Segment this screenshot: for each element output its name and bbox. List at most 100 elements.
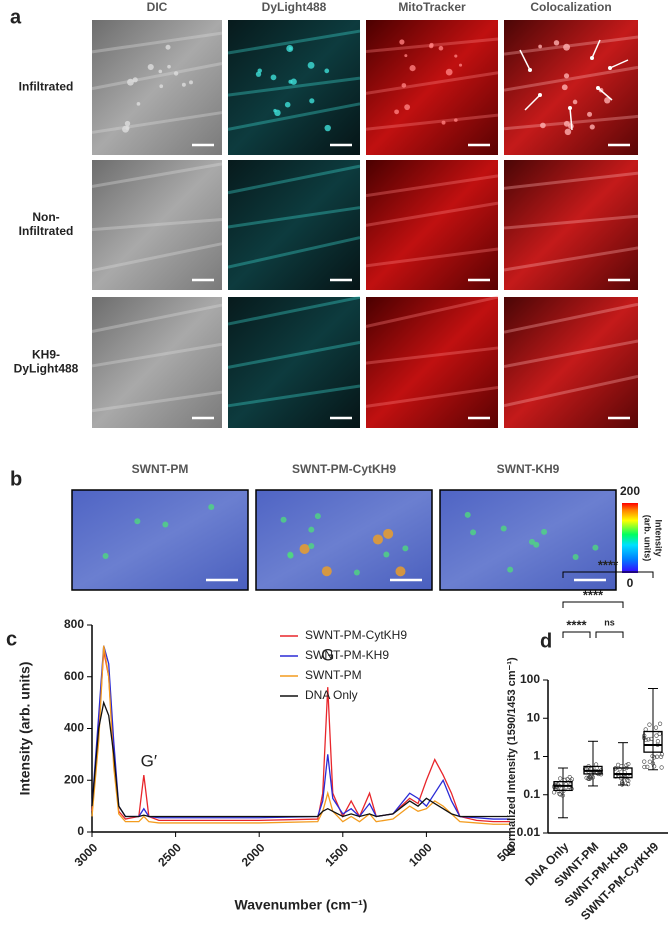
cell-wall (227, 76, 361, 97)
panel-label: a (10, 6, 22, 28)
speck (553, 40, 560, 46)
speck (290, 78, 297, 85)
x-tick-label: 1000 (406, 840, 435, 869)
arrow-head (590, 56, 594, 60)
cell-wall (503, 339, 639, 369)
speck (538, 44, 543, 49)
hotspot (208, 504, 215, 511)
arrow-head (528, 68, 532, 72)
cell-wall (503, 214, 639, 230)
jitter-point (590, 775, 596, 780)
jitter-point (658, 754, 664, 759)
jitter-point (589, 775, 594, 780)
speck (401, 83, 407, 88)
arrow (591, 39, 601, 59)
arrow (519, 49, 531, 71)
jitter-point (654, 733, 659, 738)
legend-label: SWNT-PM-KH9 (305, 648, 389, 662)
hotspot (280, 516, 287, 523)
hotspot (507, 566, 514, 573)
speck (540, 122, 546, 129)
arrow (609, 59, 629, 69)
micrograph (504, 297, 638, 428)
speck (324, 68, 330, 74)
x-tick-label: 1500 (322, 840, 351, 869)
micrograph (92, 160, 222, 290)
speck (147, 63, 154, 71)
jitter-point (649, 736, 654, 742)
micrograph (366, 297, 498, 428)
cell-wall (365, 385, 499, 408)
speck (409, 65, 416, 72)
raman-map (71, 489, 249, 591)
y-tick-label: 0.1 (523, 787, 540, 801)
cell-wall (503, 302, 639, 334)
jitter-point (647, 759, 652, 764)
jitter-point (643, 727, 648, 732)
micrograph (228, 297, 360, 428)
jitter-point (652, 764, 657, 769)
cell-wall (365, 113, 499, 131)
cell-wall (503, 171, 639, 190)
speck (307, 61, 315, 69)
cell-wall (91, 162, 223, 188)
significance-label: **** (583, 587, 604, 602)
jitter-point (565, 777, 570, 782)
hotspot (470, 529, 477, 536)
speck (454, 118, 458, 122)
jitter-point (619, 780, 625, 785)
speck (572, 99, 578, 105)
micrograph (504, 160, 638, 290)
y-tick-label: 400 (64, 721, 84, 735)
micrograph (92, 20, 222, 155)
column-header: Colocalization (530, 0, 611, 14)
speck (399, 39, 405, 45)
column-header: SWNT-PM (132, 462, 189, 476)
micrograph (228, 160, 360, 290)
hotspot (162, 521, 169, 528)
speck (284, 101, 291, 108)
legend-label: SWNT-PM-CytKH9 (305, 628, 407, 642)
hotspot (572, 554, 579, 561)
jitter-point (645, 764, 650, 769)
speck (561, 84, 568, 91)
speck (589, 124, 595, 130)
y-axis-label: Intensity (arb. units) (17, 662, 33, 796)
speck (136, 102, 141, 106)
cell-wall (365, 201, 499, 227)
hotspot (308, 542, 315, 549)
cell-wall (227, 102, 361, 131)
arrow-head (596, 86, 600, 90)
jitter-point (644, 737, 649, 743)
column-header: DIC (147, 0, 168, 14)
arrow (597, 87, 613, 101)
row-label: Infiltrated (19, 80, 74, 94)
speck (189, 80, 193, 85)
speck (404, 54, 408, 58)
colorbar-min: 0 (627, 576, 634, 590)
y-tick-label: 0 (77, 824, 84, 838)
jitter-point (557, 791, 562, 796)
spectrum-line (91, 700, 510, 818)
arrow (569, 107, 573, 131)
legend-label: SWNT-PM (305, 668, 362, 682)
cell-wall (365, 71, 499, 95)
speck (441, 120, 446, 125)
cell-wall (227, 384, 361, 408)
jitter-point (567, 774, 572, 780)
jitter-point (654, 754, 660, 759)
speck (159, 84, 164, 89)
speck (132, 77, 138, 83)
micrograph (366, 160, 498, 290)
jitter-point (642, 759, 647, 764)
micrograph (366, 20, 498, 155)
cell-wall (91, 62, 223, 91)
significance-label: ns (604, 617, 615, 627)
spectrum-line (91, 645, 510, 825)
cell-wall (365, 295, 499, 328)
column-header: SWNT-PM-CytKH9 (292, 462, 396, 476)
speck (563, 120, 570, 127)
speck (158, 69, 163, 74)
speck (288, 79, 293, 84)
y-tick-label: 200 (64, 772, 84, 786)
